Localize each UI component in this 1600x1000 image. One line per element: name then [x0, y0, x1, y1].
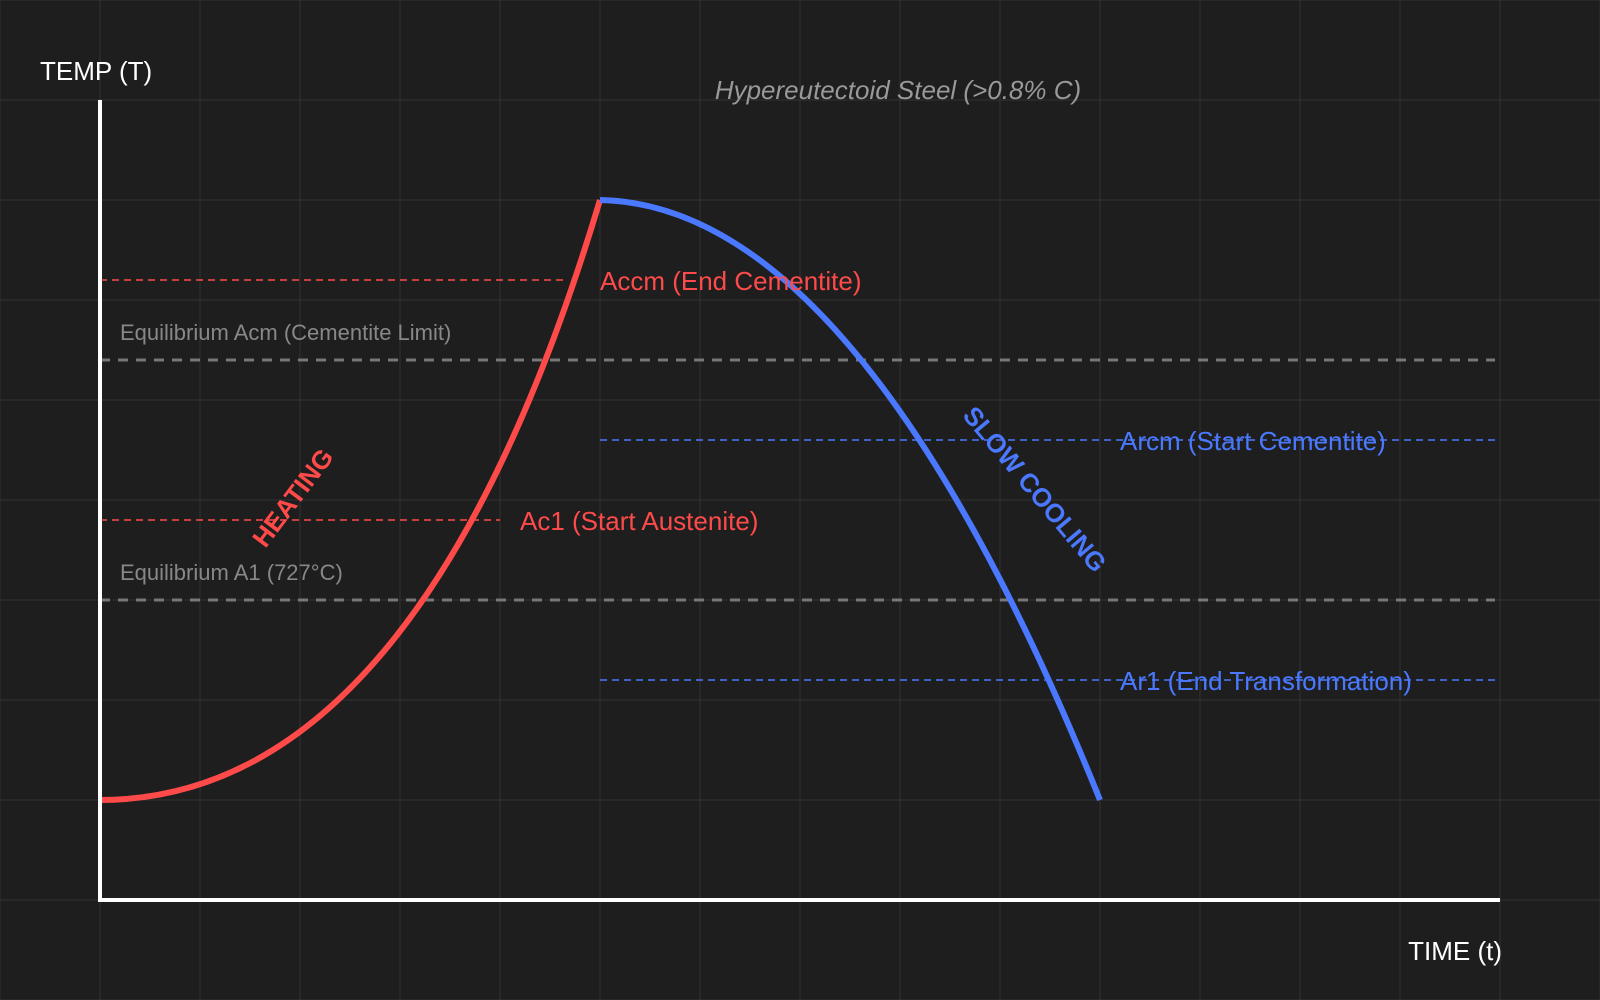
arcm-label: Arcm (Start Cementite)	[1120, 426, 1386, 456]
y-axis-label: TEMP (T)	[40, 56, 152, 86]
x-axis-label: TIME (t)	[1408, 936, 1502, 966]
ac1-label: Ac1 (Start Austenite)	[520, 506, 758, 536]
a1-label: Equilibrium A1 (727°C)	[120, 560, 343, 585]
ar1-label: Ar1 (End Transformation)	[1120, 666, 1412, 696]
cooling-curve	[599, 197, 1103, 802]
heating-curve	[99, 199, 603, 803]
accm-label: Accm (End Cementite)	[600, 266, 862, 296]
diagram-title: Hypereutectoid Steel (>0.8% C)	[715, 75, 1081, 105]
acm-label: Equilibrium Acm (Cementite Limit)	[120, 320, 451, 345]
heating-label: HEATING	[246, 443, 339, 553]
cooling-label: SLOW COOLING	[957, 400, 1113, 578]
